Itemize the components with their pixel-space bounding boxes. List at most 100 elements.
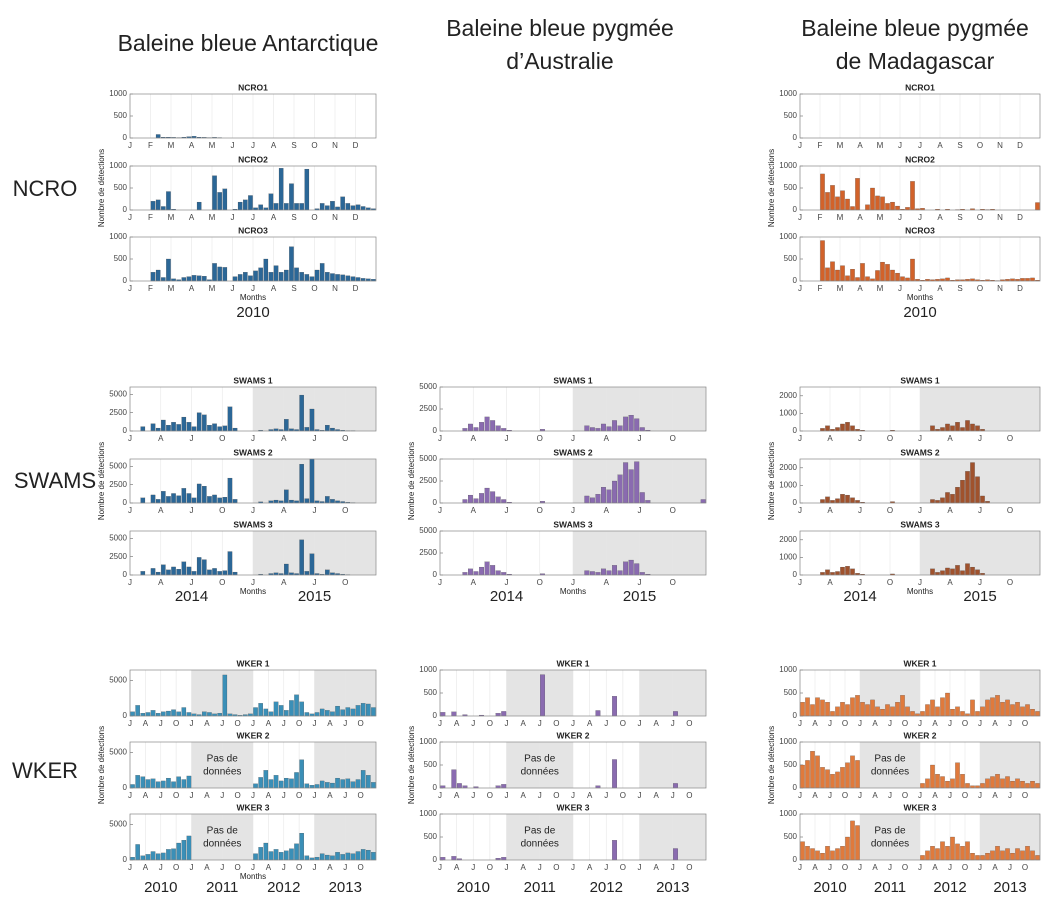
bar xyxy=(451,769,457,789)
bar xyxy=(462,572,468,576)
x-tick-label: D xyxy=(1017,213,1023,222)
bar xyxy=(1000,702,1005,717)
bar xyxy=(273,775,279,789)
bar xyxy=(299,701,304,717)
bar xyxy=(885,704,890,717)
bar xyxy=(145,854,151,861)
x-tick-label: J xyxy=(978,578,982,587)
bar xyxy=(171,709,176,717)
bar xyxy=(309,276,315,282)
x-tick-label: D xyxy=(353,213,359,222)
x-tick-label: J xyxy=(438,791,442,800)
x-tick-label: J xyxy=(671,863,675,872)
year-label: 2014 xyxy=(175,588,208,605)
x-tick-label: J xyxy=(438,863,442,872)
x-tick-label: A xyxy=(857,213,863,222)
x-tick-label: J xyxy=(231,141,235,150)
x-tick-label: A xyxy=(827,506,833,515)
x-tick-label: J xyxy=(251,213,255,222)
bar xyxy=(319,263,325,282)
bar xyxy=(589,427,595,432)
bar xyxy=(955,487,960,504)
bar xyxy=(176,569,181,576)
bar xyxy=(1035,711,1040,717)
bar xyxy=(910,258,915,282)
x-tick-label: O xyxy=(358,863,364,872)
bar xyxy=(273,849,279,861)
bar xyxy=(845,198,850,211)
plot-frame xyxy=(799,165,1041,211)
bar xyxy=(490,491,496,504)
y-tick-label: 0 xyxy=(123,205,128,214)
bar xyxy=(584,425,590,432)
bar xyxy=(268,711,274,717)
bar xyxy=(284,203,289,211)
bar xyxy=(890,201,895,211)
bar xyxy=(217,571,222,576)
bar xyxy=(825,769,830,789)
bar xyxy=(294,772,299,789)
x-tick-label: A xyxy=(857,284,863,293)
x-tick-label: M xyxy=(168,284,175,293)
bar xyxy=(155,853,161,861)
x-tick-label: J xyxy=(918,213,922,222)
bar xyxy=(304,712,310,717)
x-tick-label: J xyxy=(918,506,922,515)
bar xyxy=(212,175,217,211)
bar xyxy=(299,203,304,211)
y-axis-label: Nombre de détections xyxy=(97,149,106,227)
bar xyxy=(905,207,910,211)
bar xyxy=(135,775,140,789)
bar xyxy=(645,500,651,504)
x-tick-label: S xyxy=(291,141,296,150)
bar xyxy=(820,699,825,717)
bar xyxy=(1035,783,1040,789)
bar xyxy=(202,486,207,504)
bar xyxy=(212,423,217,432)
bar xyxy=(490,420,496,432)
bar xyxy=(1025,278,1030,282)
bar xyxy=(905,706,910,717)
bar xyxy=(350,708,356,717)
bar xyxy=(232,571,238,576)
x-tick-label: J xyxy=(798,719,802,728)
year-label: 2015 xyxy=(623,588,656,605)
x-tick-label: M xyxy=(877,141,884,150)
bar xyxy=(820,572,825,576)
y-tick-label: 0 xyxy=(433,570,438,579)
bar xyxy=(304,274,310,282)
x-tick-label: O xyxy=(219,506,225,515)
bar xyxy=(875,270,880,282)
bar xyxy=(258,847,263,861)
panel-title: NCRO1 xyxy=(905,82,935,92)
bar xyxy=(294,203,299,211)
column-header: Baleine bleue pygmée xyxy=(801,15,1029,41)
panel-title: SWAMS 2 xyxy=(900,447,939,457)
bar xyxy=(490,565,496,576)
bar xyxy=(920,711,925,717)
bar xyxy=(980,495,985,504)
x-tick-label: D xyxy=(1017,284,1023,293)
bar xyxy=(985,699,990,717)
bar xyxy=(360,703,366,717)
y-tick-label: 2500 xyxy=(109,552,127,561)
row-label: SWAMS xyxy=(14,468,96,493)
bar xyxy=(612,759,617,789)
x-tick-label: A xyxy=(857,141,863,150)
x-tick-label: A xyxy=(587,791,593,800)
x-tick-label: O xyxy=(342,578,348,587)
panel-title: SWAMS 1 xyxy=(900,375,939,385)
x-tick-label: O xyxy=(173,719,179,728)
bar xyxy=(294,843,299,861)
x-tick-label: J xyxy=(505,863,509,872)
plot-frame xyxy=(799,458,1041,504)
y-tick-label: 1000 xyxy=(419,809,437,818)
bar xyxy=(278,780,284,789)
x-tick-label: O xyxy=(342,506,348,515)
bar xyxy=(595,710,601,717)
bar xyxy=(258,267,263,282)
bar xyxy=(330,711,335,717)
bar xyxy=(845,494,850,504)
bar xyxy=(501,857,507,861)
plot-frame xyxy=(129,741,377,789)
